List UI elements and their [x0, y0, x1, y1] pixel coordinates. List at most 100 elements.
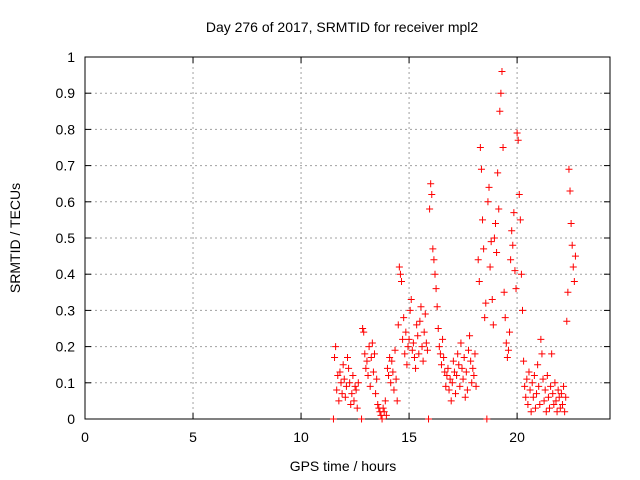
data-point [386, 353, 394, 361]
data-point [402, 328, 410, 336]
data-point [393, 397, 401, 405]
data-point [405, 335, 413, 343]
data-point [481, 314, 489, 322]
data-point [569, 263, 577, 271]
x-tick-label: 10 [293, 429, 309, 445]
data-point [432, 285, 440, 293]
data-point [468, 379, 476, 387]
data-point [360, 328, 368, 336]
data-point [396, 270, 404, 278]
data-point [340, 375, 348, 383]
data-point [380, 408, 388, 416]
data-point [400, 314, 408, 322]
data-point [483, 415, 491, 423]
data-point [544, 393, 552, 401]
data-point [480, 245, 488, 253]
data-point [452, 390, 460, 398]
data-point [345, 364, 353, 372]
data-point [364, 372, 372, 380]
data-point [365, 343, 373, 351]
data-point [409, 339, 417, 347]
data-point [541, 386, 549, 394]
data-point [410, 353, 418, 361]
y-tick-label: 0.8 [56, 121, 76, 137]
data-point [471, 350, 479, 358]
data-point [406, 306, 414, 314]
data-point [551, 379, 559, 387]
data-point [472, 382, 480, 390]
data-point [553, 408, 561, 416]
data-point [501, 314, 509, 322]
data-point [336, 368, 344, 376]
data-point [521, 382, 529, 390]
data-point [514, 136, 522, 144]
data-point [461, 393, 469, 401]
data-point [351, 382, 359, 390]
data-point [414, 332, 422, 340]
data-point [535, 382, 543, 390]
data-point [507, 256, 515, 264]
data-point [526, 386, 534, 394]
data-point [408, 346, 416, 354]
data-point [564, 288, 572, 296]
data-point [367, 353, 375, 361]
data-point [421, 310, 429, 318]
data-point [459, 375, 467, 383]
data-point [431, 270, 439, 278]
data-point [354, 379, 362, 387]
data-point [383, 364, 391, 372]
data-point [420, 328, 428, 336]
data-point [531, 404, 539, 412]
data-point [412, 364, 420, 372]
data-point [534, 361, 542, 369]
x-tick-label: 20 [509, 429, 525, 445]
data-point [487, 238, 495, 246]
data-point [556, 404, 564, 412]
data-point [422, 339, 430, 347]
data-point [475, 277, 483, 285]
data-point [413, 321, 421, 329]
data-point [470, 372, 478, 380]
data-point [427, 180, 435, 188]
data-point [333, 386, 341, 394]
data-point [454, 350, 462, 358]
data-point [509, 241, 517, 249]
data-point [567, 220, 575, 228]
data-point [449, 357, 457, 365]
data-point [445, 386, 453, 394]
data-point [446, 375, 454, 383]
data-point [555, 393, 563, 401]
x-tick-label: 0 [81, 429, 89, 445]
data-point [398, 277, 406, 285]
data-point [542, 408, 550, 416]
data-point [394, 321, 402, 329]
data-point [419, 357, 427, 365]
data-point [395, 263, 403, 271]
data-point [359, 325, 367, 332]
data-point [467, 357, 475, 365]
data-point [374, 401, 382, 409]
data-point [390, 386, 398, 394]
data-point [366, 382, 374, 390]
y-tick-label: 0.2 [56, 339, 76, 355]
data-point [348, 390, 356, 398]
data-point [495, 205, 503, 213]
data-point [458, 364, 466, 372]
data-point [415, 350, 423, 358]
chart-title: Day 276 of 2017, SRMTID for receiver mpl… [206, 19, 479, 35]
data-point [491, 220, 499, 228]
data-point [525, 368, 533, 376]
data-point [511, 267, 519, 275]
data-point [361, 350, 369, 358]
data-point [484, 198, 492, 206]
data-point [358, 415, 366, 423]
data-point [416, 317, 424, 325]
data-point [369, 368, 377, 376]
data-point [382, 411, 390, 419]
y-axis-label: SRMTID / TECUs [7, 183, 23, 293]
data-point [558, 401, 566, 409]
data-point [504, 346, 512, 354]
data-point [441, 368, 449, 376]
data-point [506, 328, 514, 336]
data-point [456, 382, 464, 390]
